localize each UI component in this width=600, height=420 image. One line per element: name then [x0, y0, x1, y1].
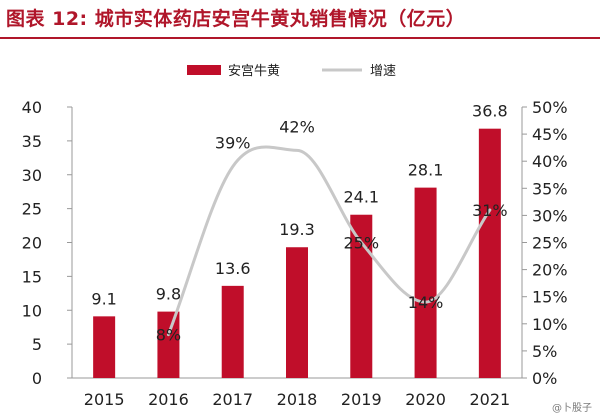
page-title: 图表 12: 城市实体药店安宫牛黄丸销售情况（亿元）	[6, 8, 466, 30]
left-tick-label: 5	[32, 335, 42, 354]
bar-value-label: 19.3	[279, 220, 315, 239]
left-tick-label: 0	[32, 369, 42, 388]
right-tick-label: 40%	[532, 152, 568, 171]
left-tick-label: 25	[22, 200, 42, 219]
bar	[286, 247, 308, 378]
legend-label-line: 增速	[370, 64, 396, 79]
x-tick-label: 2020	[405, 390, 446, 409]
right-tick-label: 20%	[532, 261, 568, 280]
growth-value-label: 14%	[408, 293, 444, 312]
left-tick-label: 30	[22, 166, 42, 185]
bar	[478, 128, 501, 378]
right-tick-label: 15%	[532, 288, 568, 307]
x-tick-label: 2021	[469, 390, 510, 409]
right-tick-label: 5%	[532, 342, 557, 361]
growth-value-label: 25%	[344, 234, 380, 253]
x-tick-label: 2015	[84, 390, 125, 409]
left-tick-label: 20	[22, 234, 42, 253]
left-tick-label: 10	[22, 301, 42, 320]
bar-value-label: 9.1	[91, 289, 116, 308]
right-tick-label: 30%	[532, 206, 568, 225]
x-tick-label: 2016	[148, 390, 189, 409]
bar-value-label: 28.1	[408, 161, 444, 180]
right-tick-label: 45%	[532, 125, 568, 144]
right-tick-label: 25%	[532, 234, 568, 253]
growth-value-label: 42%	[279, 117, 315, 136]
growth-line	[166, 145, 492, 337]
left-tick-label: 35	[22, 132, 42, 151]
right-tick-label: 35%	[532, 179, 568, 198]
growth-value-label: 8%	[156, 326, 181, 345]
bar	[221, 285, 244, 378]
x-tick-label: 2019	[341, 390, 382, 409]
bar	[350, 214, 373, 378]
bar	[93, 316, 116, 378]
right-tick-label: 10%	[532, 315, 568, 334]
right-tick-label: 50%	[532, 98, 568, 117]
bar	[414, 187, 437, 378]
bar-value-label: 9.8	[156, 285, 181, 304]
legend-label-bar: 安宫牛黄	[228, 64, 280, 79]
bar-value-label: 13.6	[215, 259, 251, 278]
bar-value-label: 36.8	[472, 102, 508, 121]
x-tick-label: 2017	[212, 390, 253, 409]
bar	[157, 311, 180, 378]
title-rule	[0, 37, 600, 39]
legend-swatch-bar	[187, 65, 221, 75]
growth-value-label: 31%	[472, 201, 508, 220]
left-tick-label: 15	[22, 267, 42, 286]
right-tick-label: 0%	[532, 369, 557, 388]
growth-value-label: 39%	[215, 134, 251, 153]
watermark: @卜股子	[552, 403, 592, 414]
left-tick-label: 40	[22, 98, 42, 117]
x-tick-label: 2018	[277, 390, 318, 409]
bar-value-label: 24.1	[343, 188, 379, 207]
